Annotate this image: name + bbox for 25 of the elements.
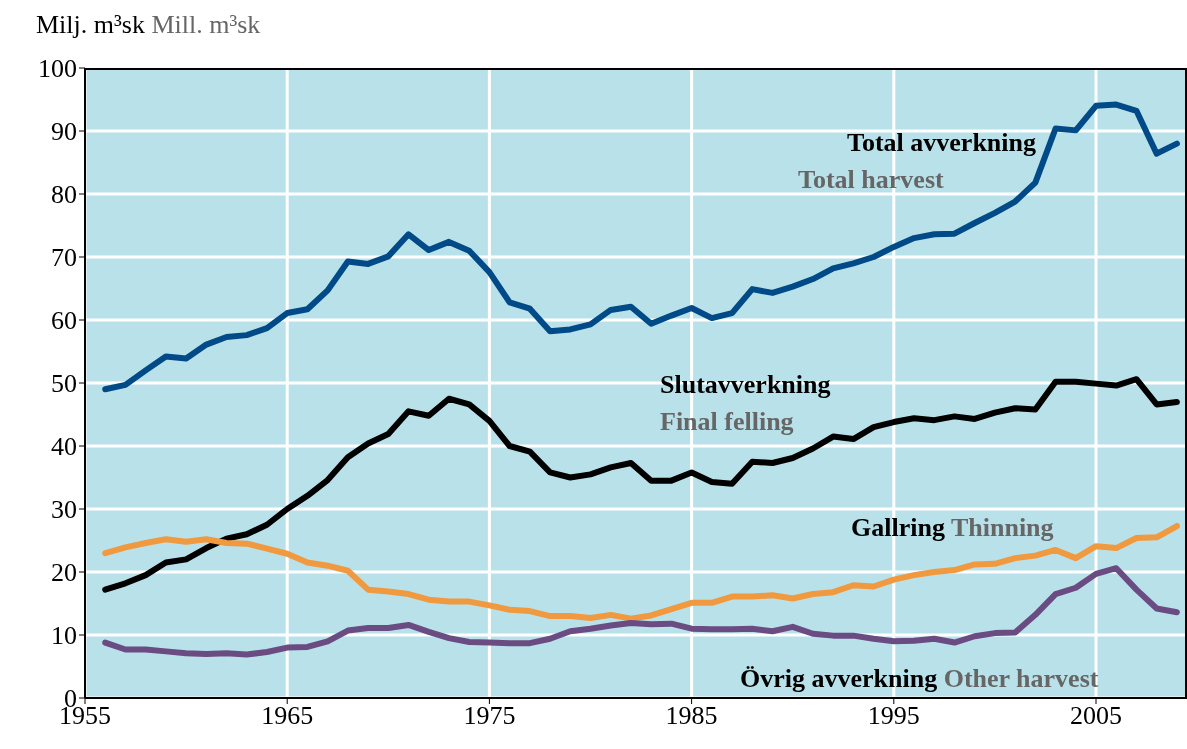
series-label: Gallring bbox=[851, 513, 945, 542]
x-tick-label: 2005 bbox=[1070, 701, 1123, 731]
series-label: Total avverkning bbox=[846, 127, 1036, 159]
y-axis-title: Milj. m³sk bbox=[36, 10, 145, 39]
y-tick-label: 100 bbox=[38, 54, 77, 84]
annotation: Final felling bbox=[660, 406, 794, 438]
y-tick-label: 20 bbox=[51, 558, 77, 588]
y-tick-label: 40 bbox=[51, 432, 77, 462]
y-tick-label: 80 bbox=[51, 180, 77, 210]
x-tick-label: 1985 bbox=[665, 701, 718, 731]
x-tick-label: 1975 bbox=[463, 701, 516, 731]
y-tick-label: 30 bbox=[51, 495, 77, 525]
x-tick-label: 1995 bbox=[867, 701, 920, 731]
series-label: Övrig avverkning bbox=[740, 664, 938, 693]
annotation: Total harvest bbox=[798, 164, 944, 196]
x-tick-label: 1965 bbox=[261, 701, 314, 731]
y-tick-label: 60 bbox=[51, 306, 77, 336]
annotation: Other harvest bbox=[943, 664, 1099, 693]
series-label: Slutavverkning bbox=[660, 369, 831, 401]
y-tick-label: 70 bbox=[51, 243, 77, 273]
text: Mill. m³sk bbox=[151, 10, 261, 39]
y-tick-label: 50 bbox=[51, 369, 77, 399]
annotation: Thinning bbox=[950, 513, 1054, 542]
y-tick-label: 10 bbox=[51, 621, 77, 651]
y-tick-label: 90 bbox=[51, 117, 77, 147]
